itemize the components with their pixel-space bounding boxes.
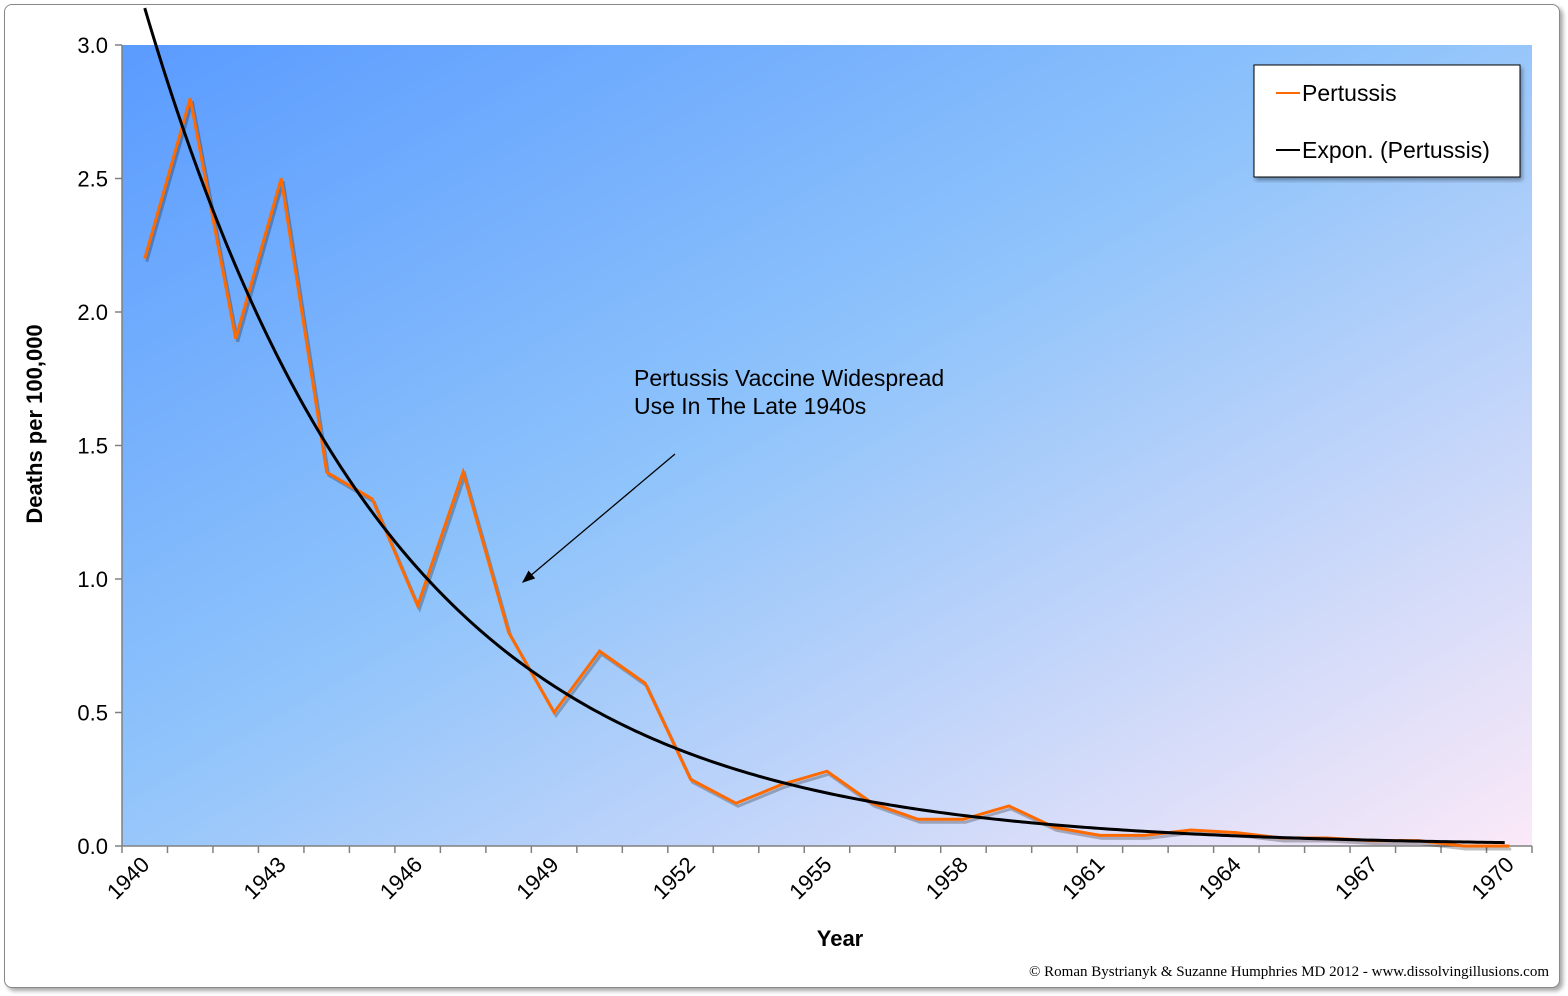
y-axis-title: Deaths per 100,000 <box>22 324 47 523</box>
x-tick-label: 1961 <box>1057 852 1109 904</box>
y-tick-label: 2.0 <box>77 300 108 325</box>
x-tick-label: 1967 <box>1330 852 1382 904</box>
annotation-line-2: Use In The Late 1940s <box>634 393 866 419</box>
y-tick-label: 3.0 <box>77 33 108 58</box>
x-tick-label: 1943 <box>238 852 290 904</box>
x-tick-label: 1940 <box>102 852 154 904</box>
plot-area <box>122 45 1532 846</box>
x-tick-label: 1946 <box>375 852 427 904</box>
x-tick-label: 1952 <box>648 852 700 904</box>
x-tick-label: 1949 <box>511 852 563 904</box>
y-tick-label: 0.5 <box>77 701 108 726</box>
x-tick-label: 1958 <box>921 852 973 904</box>
legend: Pertussis Expon. (Pertussis) <box>1253 64 1521 178</box>
legend-label-trend: Expon. (Pertussis) <box>1302 137 1490 163</box>
x-tick-label: 1955 <box>784 852 836 904</box>
y-tick-label: 1.0 <box>77 567 108 592</box>
y-tick-label: 1.5 <box>77 434 108 459</box>
x-axis-title: Year <box>817 926 864 951</box>
x-tick-label: 1970 <box>1467 852 1519 904</box>
annotation: Pertussis Vaccine Widespread Use In The … <box>522 365 944 583</box>
copyright: © Roman Bystrianyk & Suzanne Humphries M… <box>1029 964 1549 980</box>
y-tick-label: 2.5 <box>77 167 108 192</box>
y-tick-label: 0.0 <box>77 834 108 859</box>
annotation-arrow <box>522 453 676 583</box>
legend-label-pertussis: Pertussis <box>1302 80 1397 106</box>
legend-box <box>1253 64 1521 178</box>
annotation-line-1: Pertussis Vaccine Widespread <box>634 365 944 391</box>
series-trendline <box>143 7 1505 845</box>
x-tick-label: 1964 <box>1194 852 1246 904</box>
